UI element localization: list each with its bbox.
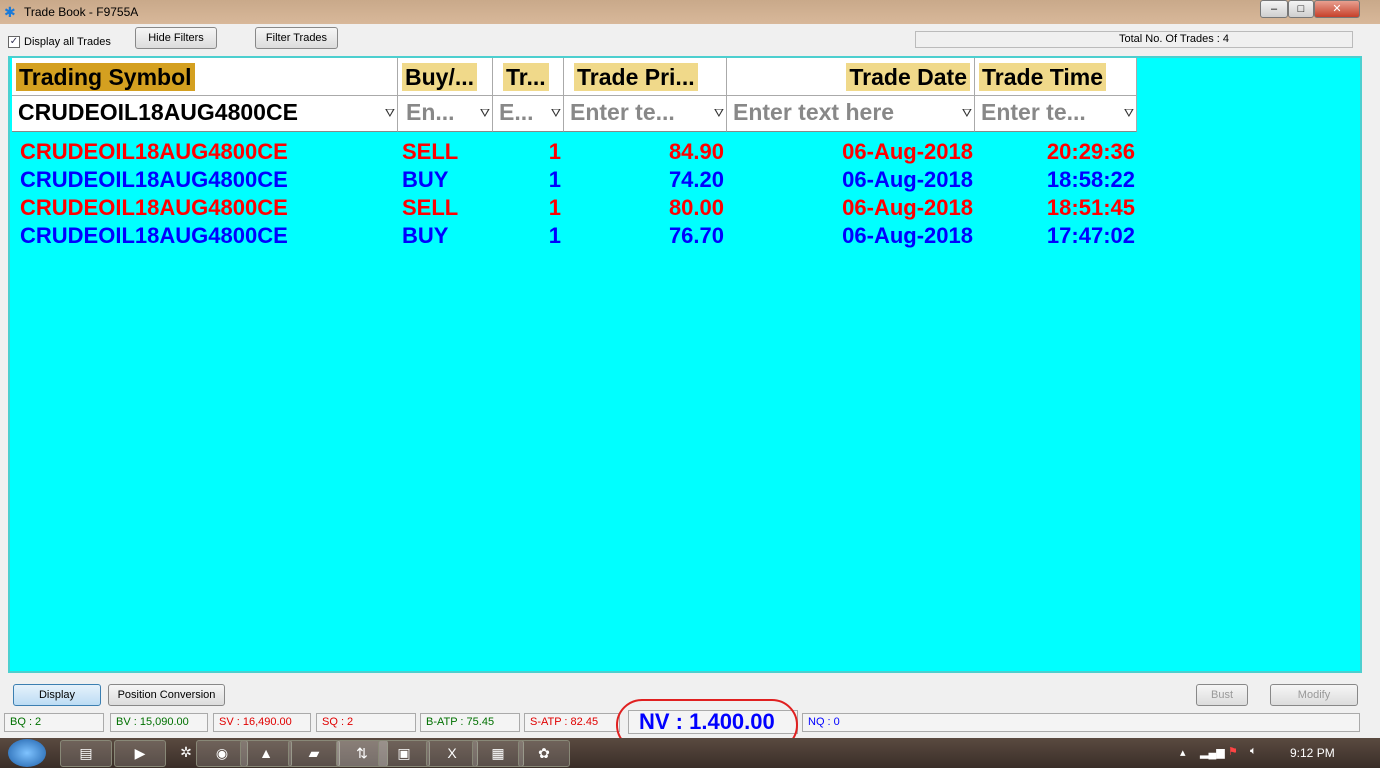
cell-date[interactable]: 06-Aug-2018 <box>842 195 973 220</box>
flag-icon[interactable]: ⚑ <box>1228 746 1238 758</box>
cell-qty[interactable]: 1 <box>548 139 561 164</box>
hide-filters-button[interactable]: Hide Filters <box>135 27 217 49</box>
paint-icon[interactable]: ✿ <box>518 740 570 767</box>
status-bq: BQ : 2 <box>4 713 104 732</box>
cell-date[interactable]: 06-Aug-2018 <box>842 139 973 164</box>
column-header-trade-date[interactable]: Trade Date <box>727 58 975 96</box>
position-conversion-button[interactable]: Position Conversion <box>108 684 225 706</box>
filter-icon[interactable]: ⛛ <box>384 106 395 120</box>
trading-app-icon[interactable]: ⇅ <box>336 740 388 767</box>
signal-icon[interactable]: ▂▄▆ <box>1200 747 1225 759</box>
filter-trade-date[interactable]: Enter text here ⛛ <box>727 96 975 132</box>
cell-time[interactable]: 18:58:22 <box>1046 167 1135 192</box>
cell-price[interactable]: 80.00 <box>668 195 724 220</box>
cell-qty[interactable]: 1 <box>548 195 561 220</box>
column-header-buy-sell[interactable]: Buy/... <box>398 58 493 96</box>
status-s-atp: S-ATP : 82.45 <box>524 713 620 732</box>
status-sv: SV : 16,490.00 <box>213 713 311 732</box>
app-triangle-icon[interactable]: ▲ <box>240 740 292 767</box>
image-viewer-icon[interactable]: ▣ <box>378 740 430 767</box>
cell-time[interactable]: 18:51:45 <box>1046 195 1135 220</box>
filter-icon[interactable]: ⛛ <box>550 106 561 120</box>
folder-app-icon[interactable]: ▰ <box>288 740 340 767</box>
maximize-button[interactable]: □ <box>1288 0 1314 18</box>
display-all-checkbox[interactable]: ✓ <box>8 36 20 48</box>
status-bv: BV : 15,090.00 <box>110 713 208 732</box>
cell-symbol[interactable]: CRUDEOIL18AUG4800CE <box>20 139 288 164</box>
media-player-icon[interactable]: ▶ <box>114 740 166 767</box>
calculator-icon[interactable]: ▦ <box>472 740 524 767</box>
clock[interactable]: 9:12 PM <box>1290 746 1335 760</box>
app-icon[interactable]: ✲ <box>180 744 192 760</box>
column-header-trade-time[interactable]: Trade Time <box>975 58 1137 96</box>
filter-icon[interactable]: ⛛ <box>961 106 972 120</box>
cell-date[interactable]: 06-Aug-2018 <box>842 223 973 248</box>
minimize-button[interactable]: – <box>1260 0 1288 18</box>
cell-symbol[interactable]: CRUDEOIL18AUG4800CE <box>20 223 288 248</box>
column-header-trade-price[interactable]: Trade Pri... <box>564 58 727 96</box>
cell-price[interactable]: 76.70 <box>668 223 724 248</box>
close-button[interactable]: ✕ <box>1314 0 1360 18</box>
title-bar: ✱ Trade Book - F9755A – □ ✕ <box>0 0 1380 24</box>
cell-side[interactable]: BUY <box>402 223 449 248</box>
cell-side[interactable]: SELL <box>402 195 459 220</box>
filter-trades-button[interactable]: Filter Trades <box>255 27 338 49</box>
tray-arrow-icon[interactable]: ▴ <box>1180 747 1186 759</box>
filter-buy-sell[interactable]: En... ⛛ <box>398 96 493 132</box>
cell-price[interactable]: 74.20 <box>668 167 724 192</box>
status-sq: SQ : 2 <box>316 713 416 732</box>
column-header-trading-symbol[interactable]: Trading Symbol <box>12 58 398 96</box>
cell-qty[interactable]: 1 <box>548 167 561 192</box>
display-all-label: Display all Trades <box>24 36 111 48</box>
cell-time[interactable]: 20:29:36 <box>1046 139 1135 164</box>
filter-trade-time[interactable]: Enter te... ⛛ <box>975 96 1137 132</box>
bust-button[interactable]: Bust <box>1196 684 1248 706</box>
filter-trade-price[interactable]: Enter te... ⛛ <box>564 96 727 132</box>
taskbar: ▤ ▶ ✲ ◉ ▲ ▰ ⇅ ▣ X ▦ ✿ ▴ ▂▄▆ ⚑ 🔈︎ 9:12 PM <box>0 738 1380 768</box>
app-puzzle-icon: ✱ <box>4 4 16 20</box>
chrome-icon[interactable]: ◉ <box>196 740 248 767</box>
cell-price[interactable]: 84.90 <box>668 139 724 164</box>
filter-trade-qty[interactable]: E... ⛛ <box>493 96 564 132</box>
cell-symbol[interactable]: CRUDEOIL18AUG4800CE <box>20 195 288 220</box>
trade-grid <box>8 56 1362 673</box>
filter-icon[interactable]: ⛛ <box>713 106 724 120</box>
modify-button[interactable]: Modify <box>1270 684 1358 706</box>
display-button[interactable]: Display <box>13 684 101 706</box>
explorer-icon[interactable]: ▤ <box>60 740 112 767</box>
total-trades-count: Total No. Of Trades : 4 <box>915 31 1353 48</box>
cell-symbol[interactable]: CRUDEOIL18AUG4800CE <box>20 167 288 192</box>
status-nq: NQ : 0 <box>802 713 1360 732</box>
excel-icon[interactable]: X <box>426 740 478 767</box>
status-b-atp: B-ATP : 75.45 <box>420 713 520 732</box>
filter-icon[interactable]: ⛛ <box>1123 106 1134 120</box>
cell-date[interactable]: 06-Aug-2018 <box>842 167 973 192</box>
volume-icon[interactable]: 🔈︎ <box>1250 745 1257 757</box>
cell-side[interactable]: BUY <box>402 167 449 192</box>
column-header-trade-qty[interactable]: Tr... <box>493 58 564 96</box>
cell-side[interactable]: SELL <box>402 139 459 164</box>
filter-trading-symbol[interactable]: CRUDEOIL18AUG4800CE ⛛ <box>12 96 398 132</box>
window-title: Trade Book - F9755A <box>24 5 139 19</box>
cell-qty[interactable]: 1 <box>548 223 561 248</box>
start-button[interactable] <box>8 739 46 767</box>
cell-time[interactable]: 17:47:02 <box>1046 223 1135 248</box>
filter-icon[interactable]: ⛛ <box>479 106 490 120</box>
